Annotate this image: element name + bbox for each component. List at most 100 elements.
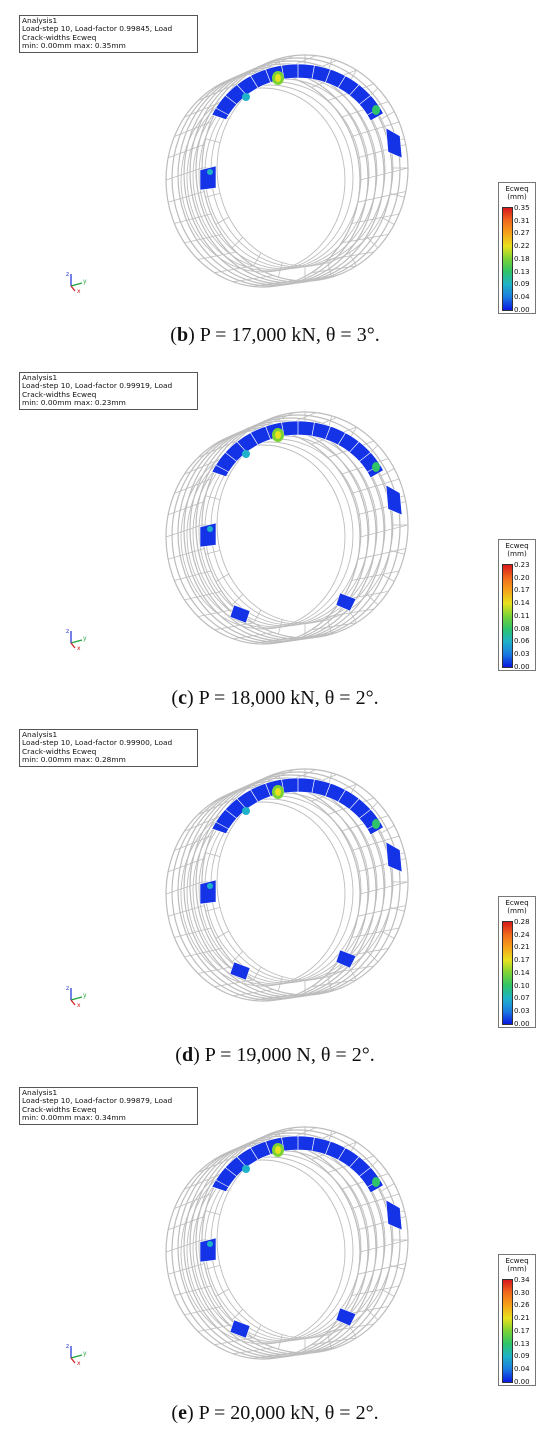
axis-triad-icon: z yx <box>66 271 87 295</box>
color-legend: Ecweq (mm) 0.23 0.20 0.17 0.14 0.11 0.08 0.06 0.… <box>498 539 536 671</box>
legend-value: 0.35 <box>514 204 530 212</box>
caption-text: P = 20,000 kN, θ = 2°. <box>193 1402 379 1424</box>
legend-title: Ecweq (mm) <box>505 1256 529 1273</box>
info-line: Crack-widths Ecweq <box>22 390 97 399</box>
tunnel-ring-model <box>165 54 409 288</box>
caption-text: P = 19,000 N, θ = 2°. <box>199 1044 375 1066</box>
axis-triad-icon: z yx <box>66 628 87 652</box>
legend-color-bar <box>502 921 513 1025</box>
model-view <box>150 397 420 657</box>
info-line: min: 0.00mm max: 0.28mm <box>22 756 126 765</box>
caption-letter: b <box>176 324 189 346</box>
legend-value: 0.00 <box>514 305 530 314</box>
info-line: Crack-widths Ecweq <box>22 747 97 756</box>
info-line: Crack-widths Ecweq <box>22 1105 97 1114</box>
figure-panel-e: Analysis1 Load-step 10, Load-factor 0.998… <box>0 1072 550 1429</box>
legend-color-bar <box>502 564 513 668</box>
info-line: Load-step 10, Load-factor 0.99900, Load <box>22 739 173 748</box>
legend-value: 0.13 <box>514 1339 530 1348</box>
panel-caption: (c) P = 18,000 kN, θ = 2°. <box>171 687 379 709</box>
svg-text:y: y <box>83 992 87 999</box>
legend-value: 0.24 <box>514 930 530 939</box>
caption-text: P = 17,000 kN, θ = 3°. <box>194 324 380 346</box>
legend-value: 0.04 <box>514 1364 530 1373</box>
color-legend: Ecweq (mm) 0.28 0.24 0.21 0.17 0.14 0.10 0.07 0.… <box>498 896 536 1028</box>
svg-text:y: y <box>83 1350 87 1357</box>
color-legend: Ecweq (mm) 0.35 0.31 0.27 0.22 0.18 0.13 0.09 0.… <box>498 182 536 314</box>
legend-value: 0.09 <box>514 1352 530 1361</box>
caption-text: P = 18,000 kN, θ = 2°. <box>193 687 379 709</box>
info-line: Crack-widths Ecweq <box>22 33 97 42</box>
color-legend: Ecweq (mm) 0.34 0.30 0.26 0.21 0.17 0.13 0.09 0.… <box>498 1254 536 1386</box>
info-line: min: 0.00mm max: 0.35mm <box>22 42 126 51</box>
legend-value: 0.04 <box>514 292 530 301</box>
legend-value: 0.08 <box>514 624 530 633</box>
figure-panel-b: Analysis1 Load-step 10, Load-factor 0.998… <box>0 0 550 357</box>
panel-caption: (d) P = 19,000 N, θ = 2°. <box>175 1044 375 1066</box>
legend-value: 0.28 <box>514 918 530 926</box>
legend-value: 0.31 <box>514 216 530 225</box>
legend-value: 0.21 <box>514 1314 530 1323</box>
svg-text:z: z <box>66 628 69 635</box>
legend-value: 0.00 <box>514 662 530 671</box>
info-line: Load-step 10, Load-factor 0.99879, Load <box>22 1097 173 1106</box>
axis-triad-icon: z yx <box>66 985 87 1009</box>
model-view <box>150 1112 420 1372</box>
analysis-info-box: Analysis1 Load-step 10, Load-factor 0.999… <box>19 729 198 767</box>
legend-value: 0.17 <box>514 1326 530 1335</box>
svg-text:y: y <box>83 278 87 285</box>
legend-value: 0.13 <box>514 267 530 276</box>
figure-panel-c: Analysis1 Load-step 10, Load-factor 0.999… <box>0 357 550 714</box>
legend-value: 0.00 <box>514 1377 530 1386</box>
svg-text:x: x <box>77 1360 81 1366</box>
info-line: Load-step 10, Load-factor 0.99919, Load <box>22 382 173 391</box>
svg-text:x: x <box>77 645 81 651</box>
legend-value: 0.18 <box>514 254 530 263</box>
figure-panel-d: Analysis1 Load-step 10, Load-factor 0.999… <box>0 714 550 1071</box>
analysis-info-box: Analysis1 Load-step 10, Load-factor 0.998… <box>19 1087 198 1125</box>
legend-value: 0.22 <box>514 242 530 251</box>
svg-text:z: z <box>66 271 69 278</box>
svg-text:x: x <box>77 288 81 294</box>
legend-value: 0.27 <box>514 229 530 238</box>
caption-letter: d <box>181 1044 194 1066</box>
legend-value: 0.11 <box>514 611 530 620</box>
tunnel-ring-model <box>165 768 409 1002</box>
legend-value: 0.09 <box>514 280 530 289</box>
legend-value: 0.14 <box>514 968 530 977</box>
legend-value: 0.20 <box>514 573 530 582</box>
svg-text:y: y <box>83 635 87 642</box>
legend-value: 0.14 <box>514 599 530 608</box>
caption-letter: c <box>178 687 187 709</box>
axis-triad-icon: z yx <box>66 1343 87 1367</box>
legend-value: 0.30 <box>514 1288 530 1297</box>
info-line: Analysis1 <box>22 731 58 739</box>
legend-title: Ecweq (mm) <box>505 898 529 915</box>
legend-value: 0.03 <box>514 649 530 658</box>
panel-caption: (e) P = 20,000 kN, θ = 2°. <box>171 1402 379 1424</box>
legend-value: 0.34 <box>514 1276 530 1284</box>
svg-text:z: z <box>66 985 69 992</box>
legend-value: 0.10 <box>514 981 530 990</box>
legend-value: 0.07 <box>514 994 530 1003</box>
legend-value: 0.06 <box>514 637 530 646</box>
tunnel-ring-model <box>165 411 409 645</box>
legend-value: 0.00 <box>514 1019 530 1028</box>
legend-value: 0.03 <box>514 1006 530 1015</box>
analysis-info-box: Analysis1 Load-step 10, Load-factor 0.998… <box>19 15 198 53</box>
legend-title: Ecweq (mm) <box>505 541 529 558</box>
svg-text:z: z <box>66 1343 69 1350</box>
legend-value: 0.21 <box>514 943 530 952</box>
legend-title: Ecweq (mm) <box>505 184 529 201</box>
legend-value: 0.23 <box>514 561 530 569</box>
analysis-info-box: Analysis1 Load-step 10, Load-factor 0.999… <box>19 372 198 410</box>
info-line: Load-step 10, Load-factor 0.99845, Load <box>22 25 173 34</box>
info-line: min: 0.00mm max: 0.23mm <box>22 399 126 408</box>
tunnel-ring-model <box>165 1126 409 1360</box>
legend-value: 0.17 <box>514 956 530 965</box>
legend-value: 0.26 <box>514 1301 530 1310</box>
